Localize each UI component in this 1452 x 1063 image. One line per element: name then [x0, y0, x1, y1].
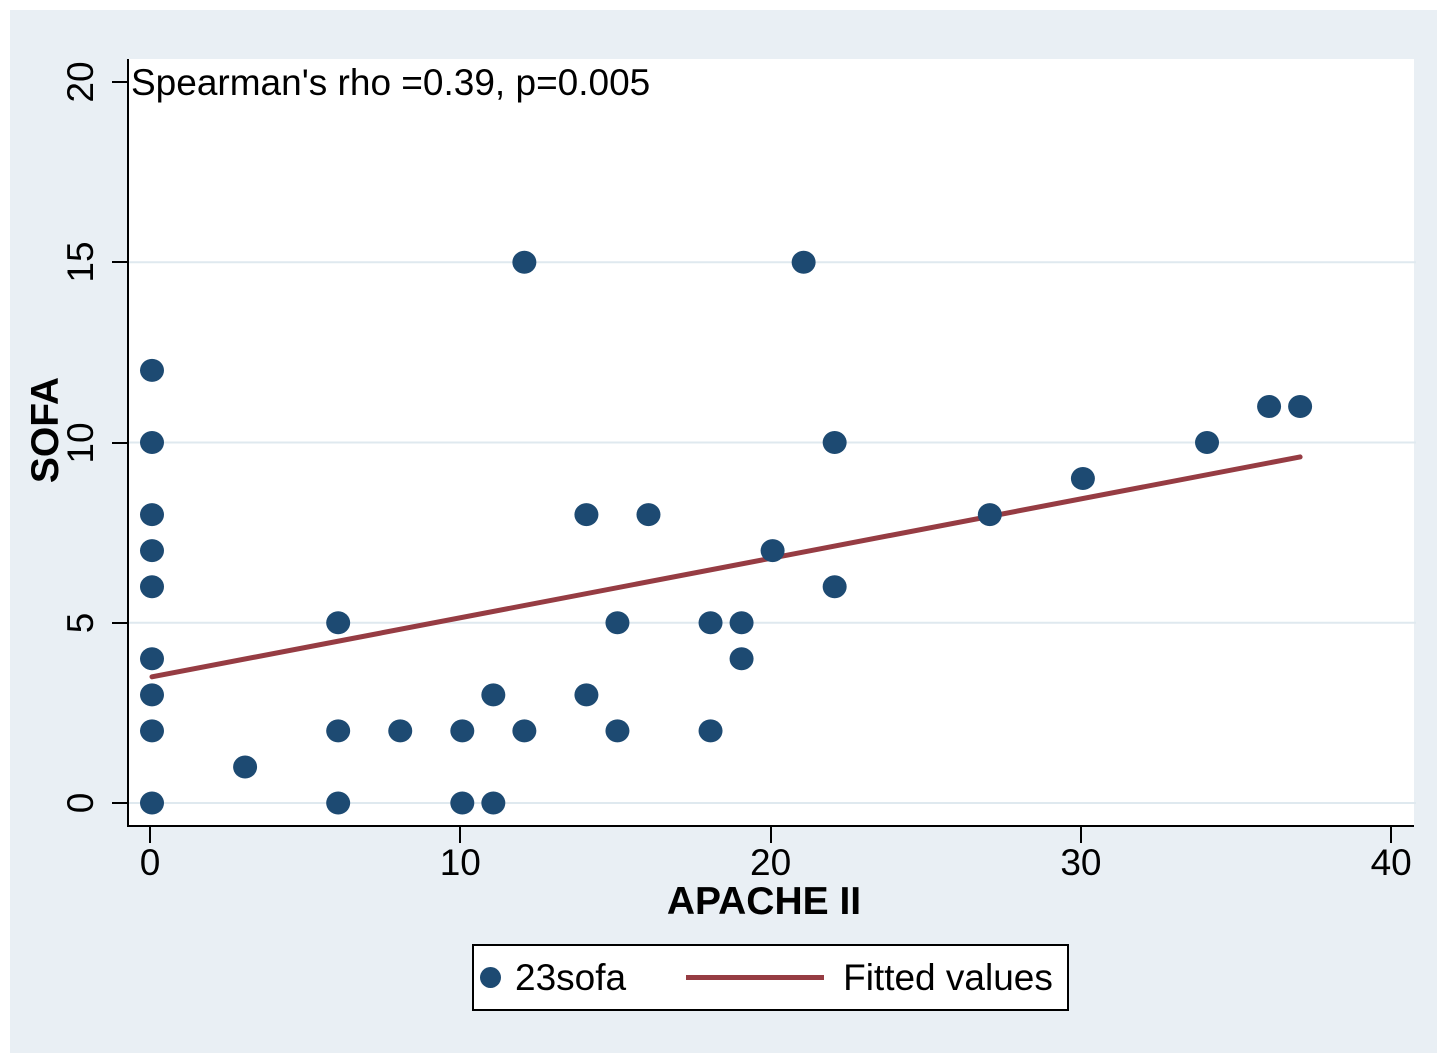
x-tick-0 [149, 827, 151, 843]
data-point [450, 791, 475, 815]
scatter-marker-icon [480, 967, 501, 988]
plot-canvas [129, 250, 1416, 815]
graph-region: Spearman's rho =0.39, p=0.005 SOFA APACH… [10, 10, 1437, 1053]
data-point [388, 719, 413, 743]
spearman-annotation: Spearman's rho =0.39, p=0.005 [131, 62, 651, 103]
data-point [574, 683, 599, 707]
data-point [326, 611, 351, 635]
data-point [791, 250, 816, 274]
y-tick-0 [112, 802, 127, 804]
data-point [512, 719, 537, 743]
x-tick-40 [1390, 827, 1393, 843]
y-tick-5 [112, 621, 127, 624]
x-tick-label-20: 20 [750, 842, 792, 883]
data-point [698, 719, 723, 743]
data-point [729, 647, 754, 671]
data-point [140, 358, 164, 382]
data-point [760, 539, 785, 563]
data-point [822, 431, 847, 454]
data-point [481, 683, 506, 707]
y-tick-label-20: 20 [60, 61, 101, 103]
y-tick-label-15: 15 [60, 241, 101, 283]
data-point [140, 539, 164, 563]
data-point [512, 250, 537, 274]
data-point [1195, 431, 1220, 454]
y-tick-label-5: 5 [60, 612, 101, 634]
x-axis-title: APACHE II [666, 880, 862, 923]
legend-label-23sofa: 23sofa [515, 956, 627, 998]
x-tick-label-10: 10 [439, 842, 481, 883]
data-point [574, 503, 599, 527]
plot-area [127, 59, 1416, 827]
data-point [140, 647, 164, 671]
x-tick-10 [459, 827, 462, 843]
data-point [481, 791, 506, 815]
data-point [233, 755, 258, 779]
data-point [1070, 467, 1095, 491]
x-tick-30 [1079, 827, 1082, 843]
data-point [729, 611, 754, 635]
data-point [1257, 394, 1282, 418]
data-point [140, 719, 164, 743]
data-point [605, 719, 630, 743]
x-tick-label-0: 0 [139, 842, 161, 883]
data-point [140, 575, 164, 599]
data-point [326, 719, 351, 743]
fitted-line-icon [686, 975, 825, 980]
y-tick-label-10: 10 [60, 421, 101, 464]
data-point [140, 791, 164, 815]
data-point [140, 431, 164, 454]
y-tick-label-0: 0 [60, 792, 101, 814]
data-point [605, 611, 630, 635]
x-tick-label-30: 30 [1060, 842, 1102, 883]
data-point [1288, 394, 1313, 418]
x-tick-20 [769, 827, 772, 843]
data-point [140, 683, 164, 707]
data-point [326, 791, 351, 815]
data-point [977, 503, 1002, 527]
y-tick-10 [112, 441, 127, 444]
data-point [822, 575, 847, 599]
legend-label-fitted-values: Fitted values [843, 956, 1053, 998]
data-point [450, 719, 475, 743]
data-point [140, 503, 164, 527]
fitted-line [149, 454, 1303, 680]
y-tick-15 [112, 261, 127, 264]
data-point [698, 611, 723, 635]
data-point [636, 503, 661, 527]
legend: 23sofa Fitted values [472, 944, 1069, 1011]
x-tick-label-40: 40 [1370, 842, 1412, 883]
y-tick-20 [112, 81, 127, 83]
